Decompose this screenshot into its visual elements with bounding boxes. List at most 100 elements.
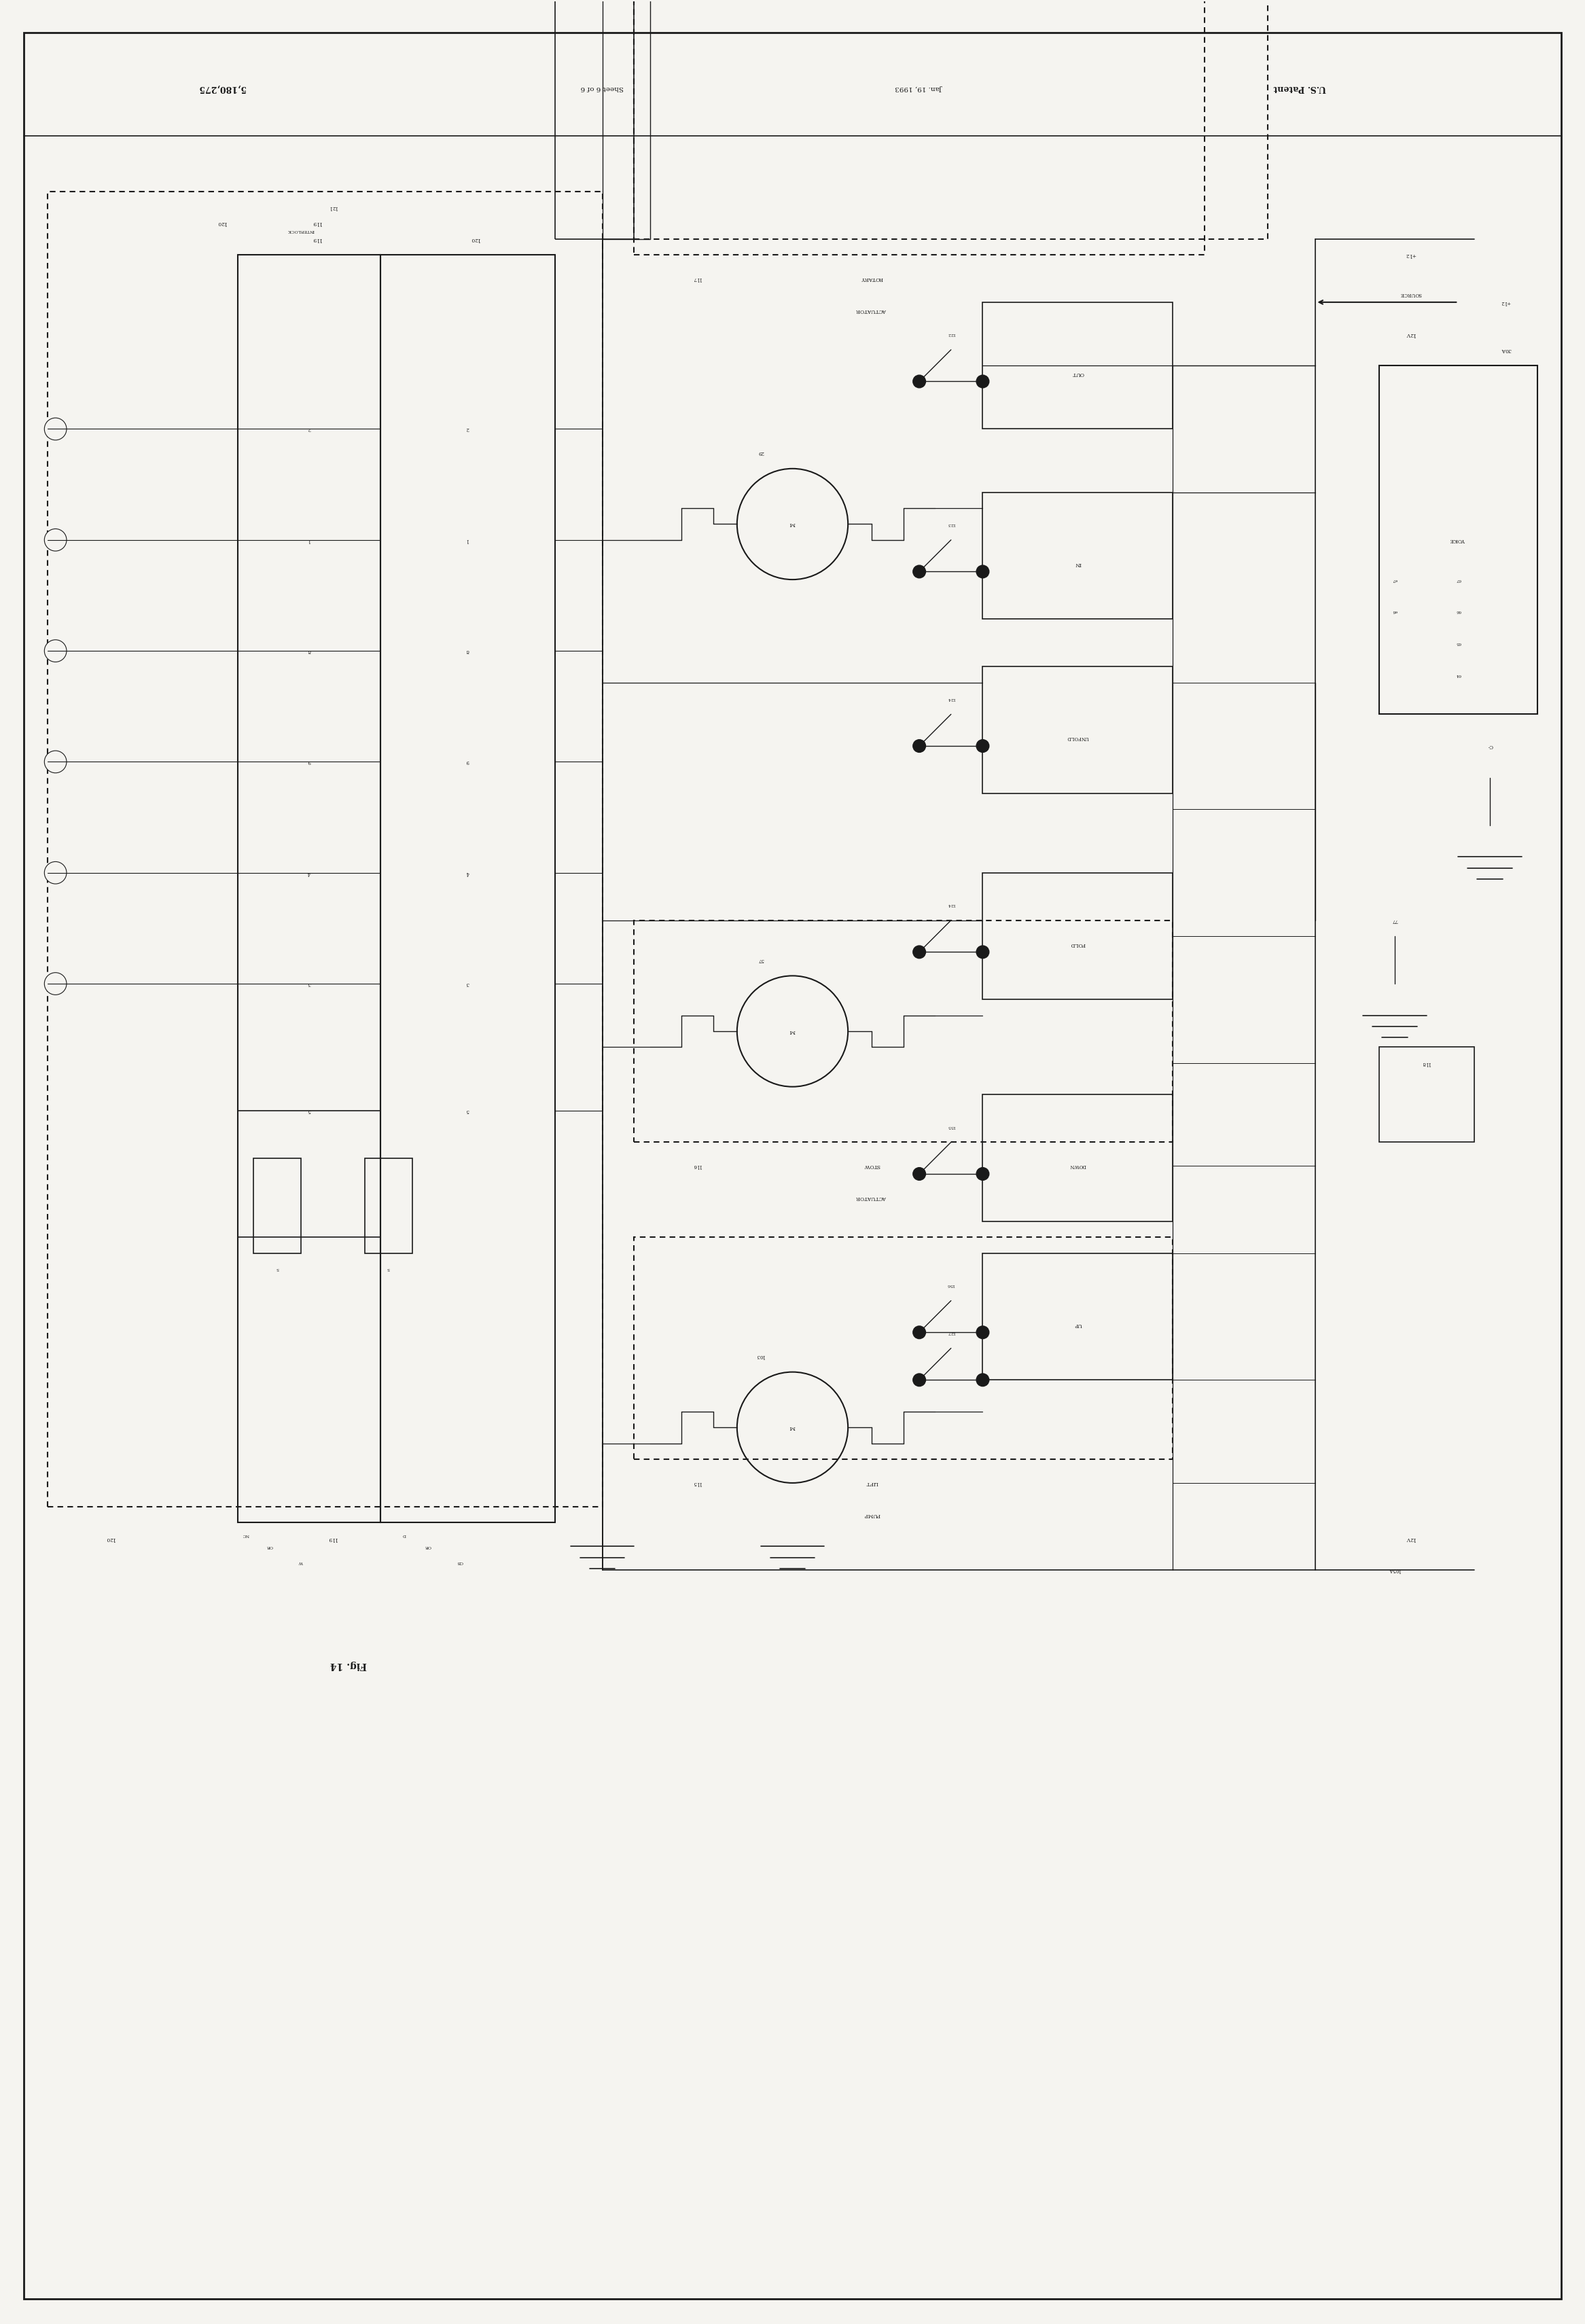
Text: 64: 64 bbox=[1455, 674, 1461, 676]
Bar bbox=[238, 1111, 380, 1236]
Text: 66: 66 bbox=[1455, 609, 1461, 614]
Circle shape bbox=[913, 565, 926, 579]
Text: D: D bbox=[403, 1534, 406, 1536]
Text: 117: 117 bbox=[693, 277, 702, 281]
Circle shape bbox=[976, 1327, 989, 1339]
Text: DOWN: DOWN bbox=[1070, 1164, 1086, 1169]
Text: 120: 120 bbox=[106, 1536, 116, 1541]
Text: 119: 119 bbox=[312, 221, 322, 225]
Text: 103: 103 bbox=[756, 1353, 766, 1360]
Bar bbox=[365, 1157, 412, 1253]
Text: 2: 2 bbox=[307, 425, 311, 432]
Bar bbox=[634, 0, 1268, 239]
Text: 124: 124 bbox=[946, 697, 956, 700]
Text: 121: 121 bbox=[328, 205, 338, 209]
Text: Fig. 14: Fig. 14 bbox=[330, 1659, 368, 1671]
Text: M: M bbox=[789, 1425, 796, 1429]
Text: CB: CB bbox=[456, 1559, 463, 1564]
Text: 119: 119 bbox=[312, 237, 322, 242]
Text: 123: 123 bbox=[946, 523, 956, 525]
Text: NC: NC bbox=[243, 1534, 249, 1536]
Circle shape bbox=[976, 565, 989, 579]
Text: M: M bbox=[789, 521, 796, 528]
Text: 1: 1 bbox=[307, 537, 311, 541]
Text: YOKE: YOKE bbox=[1450, 537, 1466, 541]
Text: S: S bbox=[276, 1267, 279, 1271]
Text: 3: 3 bbox=[466, 981, 469, 985]
Circle shape bbox=[44, 751, 67, 774]
Circle shape bbox=[913, 374, 926, 388]
Text: 65: 65 bbox=[1455, 641, 1461, 644]
Circle shape bbox=[976, 1373, 989, 1385]
Bar bbox=[983, 667, 1173, 792]
Text: 119: 119 bbox=[328, 1536, 338, 1541]
Text: 2: 2 bbox=[466, 425, 469, 432]
Text: 120: 120 bbox=[217, 221, 227, 225]
Text: 9: 9 bbox=[307, 760, 311, 765]
Text: OR: OR bbox=[425, 1545, 431, 1548]
Circle shape bbox=[913, 739, 926, 753]
Text: +12: +12 bbox=[1406, 251, 1415, 258]
Bar bbox=[634, 920, 1173, 1141]
Bar bbox=[634, 0, 1205, 256]
Bar bbox=[983, 874, 1173, 999]
Text: 4: 4 bbox=[307, 869, 311, 876]
Text: S: S bbox=[387, 1267, 390, 1271]
Text: Jan. 19, 1993: Jan. 19, 1993 bbox=[896, 86, 943, 91]
Bar bbox=[238, 256, 380, 1522]
Text: 120: 120 bbox=[471, 237, 480, 242]
Text: 12V: 12V bbox=[1406, 332, 1415, 337]
Bar bbox=[254, 1157, 301, 1253]
Text: 1: 1 bbox=[466, 537, 469, 541]
Text: STOW: STOW bbox=[864, 1164, 880, 1169]
Text: e7: e7 bbox=[1392, 579, 1398, 581]
Text: 5,180,275: 5,180,275 bbox=[198, 84, 246, 93]
Bar bbox=[983, 493, 1173, 618]
Bar bbox=[48, 191, 602, 1506]
Text: +12: +12 bbox=[1501, 300, 1511, 304]
Text: ACTUATOR: ACTUATOR bbox=[856, 1195, 888, 1202]
Circle shape bbox=[44, 418, 67, 439]
Circle shape bbox=[976, 1167, 989, 1181]
Circle shape bbox=[44, 530, 67, 551]
Text: 3: 3 bbox=[307, 981, 311, 985]
Text: 5: 5 bbox=[307, 1109, 311, 1113]
Bar bbox=[1379, 1048, 1474, 1141]
Text: ROTARY: ROTARY bbox=[861, 277, 883, 281]
Text: U.S. Patent: U.S. Patent bbox=[1273, 84, 1327, 93]
Bar bbox=[983, 1095, 1173, 1222]
Text: 30A: 30A bbox=[1501, 346, 1511, 353]
Text: M: M bbox=[789, 1030, 796, 1034]
Circle shape bbox=[913, 1167, 926, 1181]
Text: UP: UP bbox=[1075, 1322, 1081, 1327]
Bar bbox=[1379, 365, 1537, 713]
Bar bbox=[634, 1236, 1173, 1459]
Text: 155: 155 bbox=[946, 1125, 956, 1127]
Text: UNFOLD: UNFOLD bbox=[1067, 734, 1089, 741]
Text: C-: C- bbox=[1487, 744, 1493, 748]
Text: 122: 122 bbox=[946, 332, 956, 335]
Text: e6: e6 bbox=[1392, 609, 1398, 614]
Text: 5: 5 bbox=[466, 1109, 469, 1113]
Text: INTERLOCK: INTERLOCK bbox=[287, 230, 315, 232]
Text: 118: 118 bbox=[1422, 1060, 1431, 1067]
Text: 156: 156 bbox=[946, 1283, 956, 1287]
Text: ACTUATOR: ACTUATOR bbox=[856, 307, 888, 314]
Text: OUT: OUT bbox=[1071, 372, 1084, 376]
Text: 12V: 12V bbox=[1406, 1536, 1415, 1541]
Text: IN: IN bbox=[1075, 560, 1081, 567]
Bar bbox=[602, 0, 650, 239]
Text: 8: 8 bbox=[307, 648, 311, 653]
Circle shape bbox=[44, 639, 67, 662]
Bar bbox=[983, 302, 1173, 430]
Text: W: W bbox=[300, 1559, 303, 1564]
Bar bbox=[555, 0, 634, 239]
Circle shape bbox=[913, 1327, 926, 1339]
Text: 29: 29 bbox=[758, 451, 764, 456]
Text: 4: 4 bbox=[466, 869, 469, 876]
Circle shape bbox=[913, 1373, 926, 1385]
Text: LIFT: LIFT bbox=[865, 1480, 878, 1485]
Text: Sheet 6 of 6: Sheet 6 of 6 bbox=[580, 86, 624, 91]
Circle shape bbox=[44, 862, 67, 883]
Text: 105A: 105A bbox=[1388, 1566, 1401, 1573]
